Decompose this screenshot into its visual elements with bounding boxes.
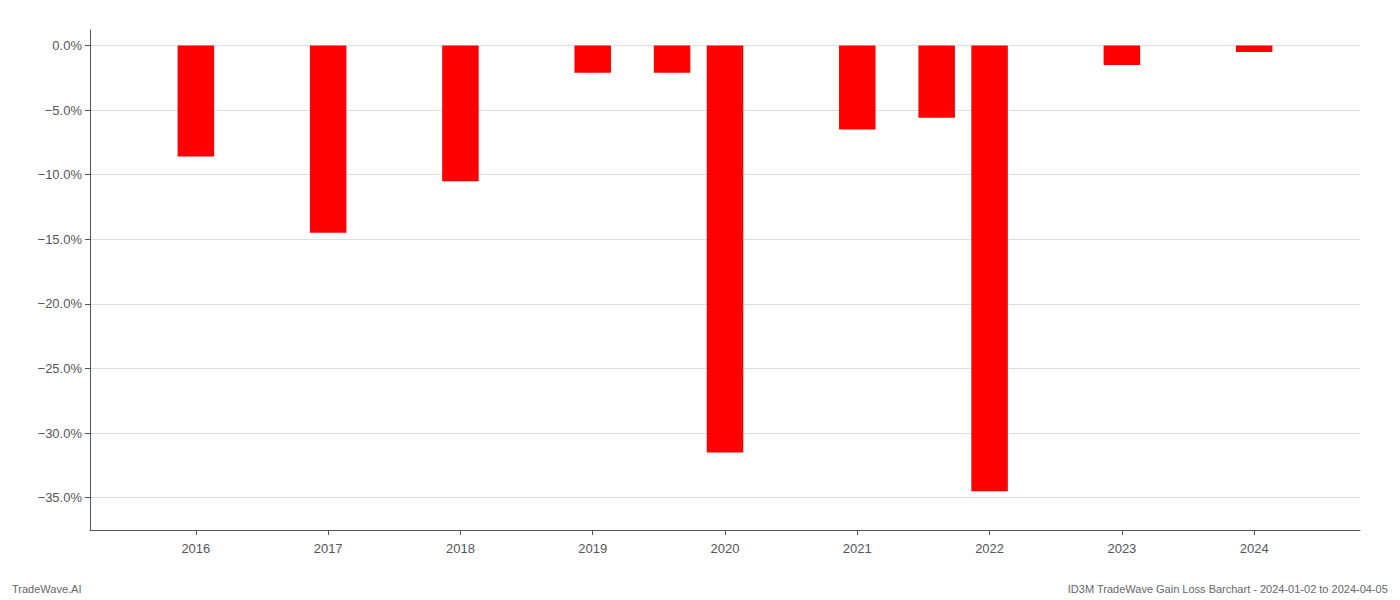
svg-text:2023: 2023 [1107,541,1136,556]
svg-text:2021: 2021 [843,541,872,556]
svg-text:−30.0%: −30.0% [38,426,83,441]
svg-text:2018: 2018 [446,541,475,556]
svg-text:−15.0%: −15.0% [38,232,83,247]
svg-text:2020: 2020 [711,541,740,556]
svg-text:2019: 2019 [578,541,607,556]
svg-text:−25.0%: −25.0% [38,361,83,376]
svg-text:0.0%: 0.0% [52,38,82,53]
svg-text:2016: 2016 [181,541,210,556]
svg-text:−20.0%: −20.0% [38,296,83,311]
svg-text:TradeWave.AI: TradeWave.AI [12,583,82,595]
svg-text:−5.0%: −5.0% [45,103,83,118]
svg-text:2017: 2017 [314,541,343,556]
svg-text:ID3M TradeWave Gain Loss Barch: ID3M TradeWave Gain Loss Barchart - 2024… [1068,583,1388,595]
svg-text:−35.0%: −35.0% [38,490,83,505]
svg-text:−10.0%: −10.0% [38,167,83,182]
svg-text:2022: 2022 [975,541,1004,556]
svg-text:2024: 2024 [1240,541,1269,556]
